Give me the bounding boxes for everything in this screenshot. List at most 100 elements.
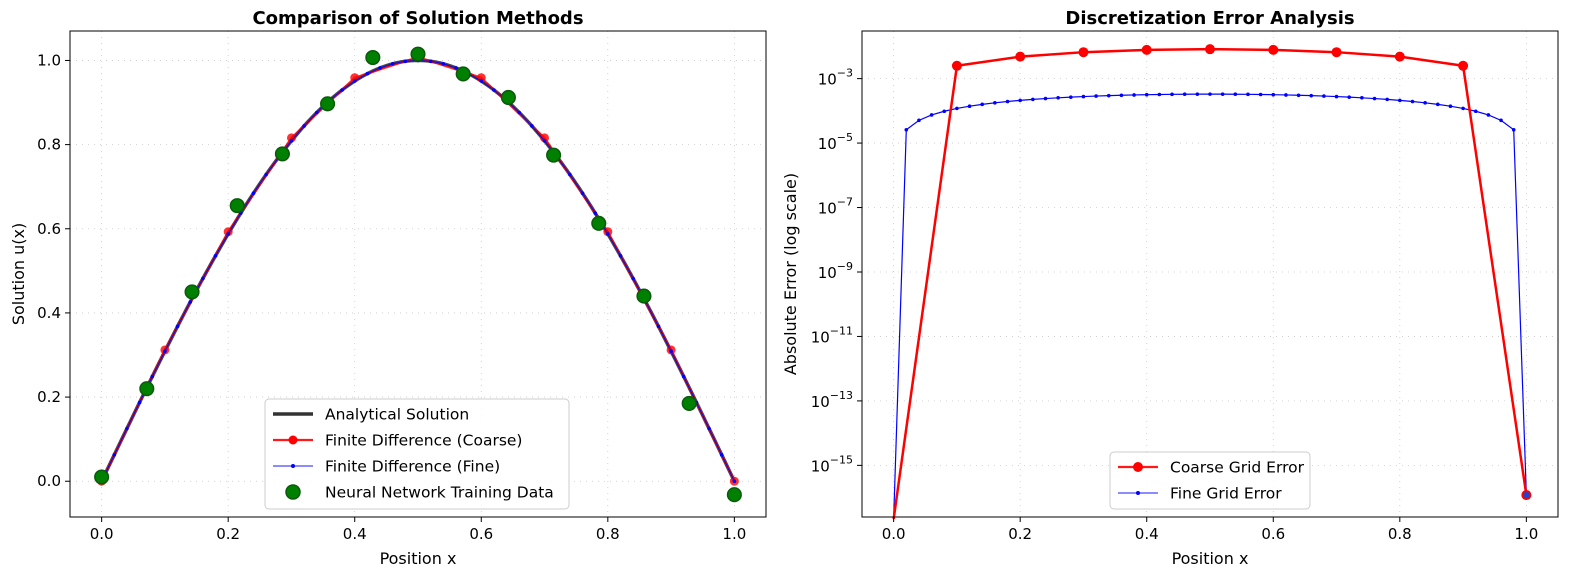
fine-fd-point xyxy=(656,324,661,329)
fine-error-point xyxy=(1031,97,1035,102)
fine-fd-point xyxy=(264,172,268,177)
fine-error-point xyxy=(1309,93,1314,98)
y-tick-label: 10−3 xyxy=(818,67,853,89)
fine-error-point xyxy=(1448,104,1453,108)
fine-error-point xyxy=(1157,92,1162,97)
fine-error-point xyxy=(1372,96,1377,101)
fine-error-point xyxy=(1018,98,1022,103)
legend: Analytical Solution Finite Difference (Co… xyxy=(264,398,570,510)
x-tick-label: 0.0 xyxy=(882,525,906,543)
fine-error-point xyxy=(1106,93,1111,98)
y-tick-label: 10−5 xyxy=(818,131,853,153)
chart-title: Comparison of Solution Methods xyxy=(252,8,583,29)
fine-error-point xyxy=(1081,94,1086,99)
y-tick-label: 1.0 xyxy=(37,51,61,69)
coarse-fd-point xyxy=(540,133,550,143)
nn-training-point xyxy=(365,49,381,66)
fine-error-point xyxy=(1056,95,1060,100)
fine-error-point xyxy=(1132,93,1136,97)
fine-error-point xyxy=(1094,94,1098,98)
fine-error-point xyxy=(1258,92,1263,97)
fine-error-point xyxy=(1144,92,1149,97)
fine-fd-point xyxy=(112,453,117,457)
grid xyxy=(862,31,1558,517)
x-axis-label: Position x xyxy=(1172,549,1249,568)
fine-error-point xyxy=(1423,101,1427,105)
fine-error-point xyxy=(1360,95,1364,100)
fine-error-point xyxy=(1435,102,1440,107)
fine-fd-point xyxy=(631,276,635,281)
fine-error-point xyxy=(1322,94,1326,98)
fine-error-point xyxy=(1334,94,1339,99)
x-tick-label: 0.6 xyxy=(1261,525,1285,543)
y-tick-label: 10−7 xyxy=(818,196,853,218)
legend-marker xyxy=(288,435,298,445)
x-tick-label: 0.0 xyxy=(90,525,114,543)
series-layer xyxy=(94,46,742,503)
fine-fd-point xyxy=(403,59,408,64)
fine-error-point xyxy=(1461,106,1465,111)
coarse-error-line xyxy=(892,47,1528,520)
fine-fd-point xyxy=(593,211,597,215)
ticks: 0.0 0.2 0.4 0.6 0.8 1.0 0.0 0.2 0.4 0.6 0.8 1.0 xyxy=(37,51,746,543)
fine-fd-point xyxy=(378,66,382,70)
x-tick-label: 0.8 xyxy=(596,525,620,543)
nn-training-point xyxy=(184,284,200,300)
fine-fd-point xyxy=(137,400,142,405)
fine-error-point xyxy=(980,102,985,107)
fine-fd-point xyxy=(681,374,686,379)
fine-fd-point xyxy=(517,110,522,115)
legend-label: Neural Network Training Data xyxy=(325,484,554,502)
x-tick-label: 0.6 xyxy=(469,525,493,543)
fine-error-point xyxy=(1398,98,1402,103)
nn-training-point xyxy=(410,46,426,62)
nn-training-point xyxy=(726,487,742,503)
fine-fd-point xyxy=(289,139,294,143)
fine-error-point xyxy=(1511,127,1516,132)
fine-fd-point xyxy=(669,349,673,354)
y-tick-label: 0.4 xyxy=(37,304,61,322)
y-tick-label: 0.6 xyxy=(37,220,61,238)
chart-title: Discretization Error Analysis xyxy=(1065,8,1354,29)
fine-error-point xyxy=(1043,96,1048,101)
fine-error-point xyxy=(1182,92,1187,97)
fine-error-point xyxy=(1385,97,1389,102)
x-tick-label: 0.4 xyxy=(343,525,367,543)
fine-error-point xyxy=(1486,113,1491,117)
x-tick-label: 0.8 xyxy=(1388,525,1412,543)
x-tick-label: 0.2 xyxy=(1008,525,1032,543)
fine-fd-point xyxy=(492,88,496,92)
fine-fd-point xyxy=(719,453,724,457)
series-layer xyxy=(892,44,1532,520)
coarse-error-point xyxy=(1394,51,1405,62)
fine-fd-point xyxy=(163,349,167,354)
y-tick-label: 0.8 xyxy=(37,136,61,154)
nn-training-point xyxy=(546,147,562,163)
legend-marker xyxy=(1133,462,1143,472)
fine-fd-point xyxy=(213,253,218,258)
y-tick-label: 10−15 xyxy=(811,453,853,475)
fine-fd-point xyxy=(428,59,433,64)
legend-label: Finite Difference (Fine) xyxy=(325,458,500,476)
x-tick-label: 1.0 xyxy=(1514,525,1538,543)
fine-error-point xyxy=(1296,93,1301,98)
nn-training-point xyxy=(591,215,607,231)
fine-error-point xyxy=(1170,92,1174,97)
fine-fd-point xyxy=(365,71,370,76)
x-tick-label: 0.4 xyxy=(1135,525,1159,543)
fine-error-point xyxy=(993,101,997,105)
coarse-error-point xyxy=(1205,44,1215,55)
nn-training-point xyxy=(274,146,290,162)
fine-fd-point xyxy=(441,61,446,66)
fine-error-point xyxy=(1410,99,1415,104)
fine-error-point xyxy=(1284,93,1288,97)
fine-fd-point xyxy=(251,191,256,195)
fine-fd-point xyxy=(568,172,572,177)
coarse-error-point xyxy=(1141,44,1152,55)
legend-box xyxy=(264,398,570,510)
fine-fd-point xyxy=(580,191,585,195)
fine-fd-point xyxy=(125,426,129,431)
fine-error-point xyxy=(904,127,909,132)
coarse-error-point xyxy=(1078,47,1089,58)
fine-fd-point xyxy=(530,124,534,128)
